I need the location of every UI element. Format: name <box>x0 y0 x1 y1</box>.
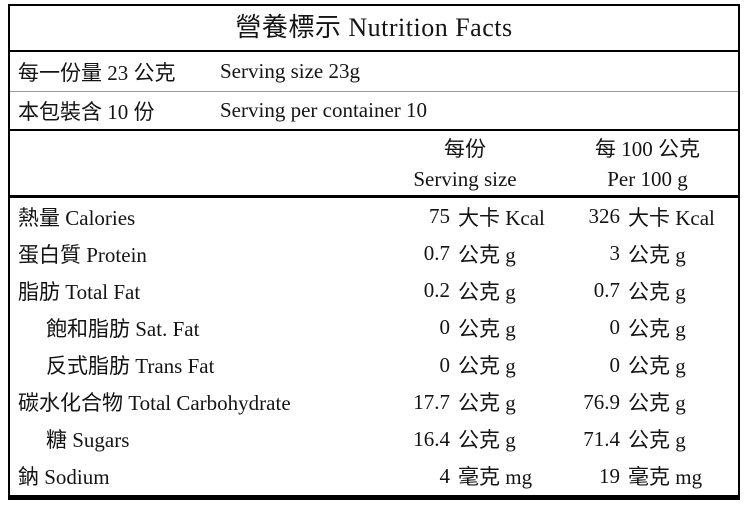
per-serving-value: 17.7 <box>413 389 450 414</box>
per-serving-value: 0.2 <box>423 278 450 303</box>
column-header-per-100g: 每 100 公克 Per 100 g <box>555 134 740 194</box>
column-header-per-100g-en: Per 100 g <box>607 167 688 191</box>
label-title: 營養標示 Nutrition Facts <box>10 6 738 52</box>
per-100g-unit: 公克 g <box>628 354 686 379</box>
per-100g-unit: 公克 g <box>628 279 686 304</box>
servings-per-container-row: 本包裝含 10 份 Serving per container 10 <box>10 92 738 131</box>
table-row-carbohydrate: 碳水化合物 Total Carbohydrate 17.7 公克 g 76.9 … <box>10 384 738 421</box>
servings-per-container-en: Serving per container 10 <box>220 98 428 122</box>
nutrition-facts-label: 營養標示 Nutrition Facts 每一份量 23 公克 Serving … <box>8 4 740 500</box>
table-row-protein: 蛋白質 Protein 0.7 公克 g 3 公克 g <box>10 235 738 272</box>
table-row-calories: 熱量 Calories 75 大卡 Kcal 326 大卡 Kcal <box>10 198 738 235</box>
per-100g-unit: 公克 g <box>628 316 686 341</box>
nutrient-label: 飽和脂肪 Sat. Fat <box>46 316 200 341</box>
table-row-sodium: 鈉 Sodium 4 毫克 mg 19 毫克 mg <box>10 458 738 495</box>
nutrient-label: 蛋白質 Protein <box>18 242 147 267</box>
table-row-saturated-fat: 飽和脂肪 Sat. Fat 0 公克 g 0 公克 g <box>10 309 738 346</box>
per-serving-unit: 公克 g <box>458 354 516 379</box>
nutrient-label: 鈉 Sodium <box>18 465 110 490</box>
per-100g-unit: 公克 g <box>628 242 686 267</box>
table-row-trans-fat: 反式脂肪 Trans Fat 0 公克 g 0 公克 g <box>10 347 738 384</box>
per-serving-value: 0 <box>439 352 451 377</box>
column-header-per-serving-zh: 每份 <box>444 137 486 161</box>
per-100g-value: 0.7 <box>593 278 620 303</box>
servings-per-container-zh: 本包裝含 10 份 <box>18 99 155 124</box>
column-header-per-100g-zh: 每 100 公克 <box>595 137 700 161</box>
nutrient-table: 熱量 Calories 75 大卡 Kcal 326 大卡 Kcal 蛋白質 P… <box>10 198 738 495</box>
column-header-row: 每份 Serving size 每 100 公克 Per 100 g <box>10 131 738 198</box>
per-100g-value: 19 <box>599 463 620 488</box>
nutrient-label: 脂肪 Total Fat <box>18 279 141 304</box>
per-serving-unit: 大卡 Kcal <box>458 205 545 230</box>
serving-size-en: Serving size 23g <box>220 59 360 83</box>
table-row-total-fat: 脂肪 Total Fat 0.2 公克 g 0.7 公克 g <box>10 272 738 309</box>
per-100g-unit: 公克 g <box>628 391 686 416</box>
per-serving-value: 75 <box>429 204 450 229</box>
column-header-per-serving-en: Serving size <box>413 167 517 191</box>
per-serving-unit: 公克 g <box>458 428 516 453</box>
column-header-per-serving: 每份 Serving size <box>365 134 565 194</box>
serving-size-row: 每一份量 23 公克 Serving size 23g <box>10 52 738 92</box>
nutrient-label: 熱量 Calories <box>18 205 136 230</box>
nutrient-label: 碳水化合物 Total Carbohydrate <box>18 391 291 416</box>
nutrient-label: 反式脂肪 Trans Fat <box>46 354 215 379</box>
per-100g-value: 71.4 <box>583 426 620 451</box>
per-serving-value: 4 <box>439 463 451 488</box>
per-serving-unit: 公克 g <box>458 279 516 304</box>
per-100g-value: 3 <box>609 241 621 266</box>
per-100g-unit: 大卡 Kcal <box>628 205 715 230</box>
per-100g-value: 0 <box>609 315 621 340</box>
per-100g-value: 0 <box>609 352 621 377</box>
per-serving-unit: 毫克 mg <box>458 465 533 490</box>
table-row-sugars: 糖 Sugars 16.4 公克 g 71.4 公克 g <box>10 421 738 458</box>
serving-size-zh: 每一份量 23 公克 <box>18 60 176 85</box>
per-serving-unit: 公克 g <box>458 316 516 341</box>
per-100g-unit: 公克 g <box>628 428 686 453</box>
per-serving-value: 16.4 <box>413 426 450 451</box>
per-serving-value: 0.7 <box>423 241 450 266</box>
per-serving-value: 0 <box>439 315 451 340</box>
per-100g-unit: 毫克 mg <box>628 465 703 490</box>
per-serving-unit: 公克 g <box>458 391 516 416</box>
per-100g-value: 326 <box>588 204 621 229</box>
per-100g-value: 76.9 <box>583 389 620 414</box>
nutrient-label: 糖 Sugars <box>46 428 130 453</box>
per-serving-unit: 公克 g <box>458 242 516 267</box>
